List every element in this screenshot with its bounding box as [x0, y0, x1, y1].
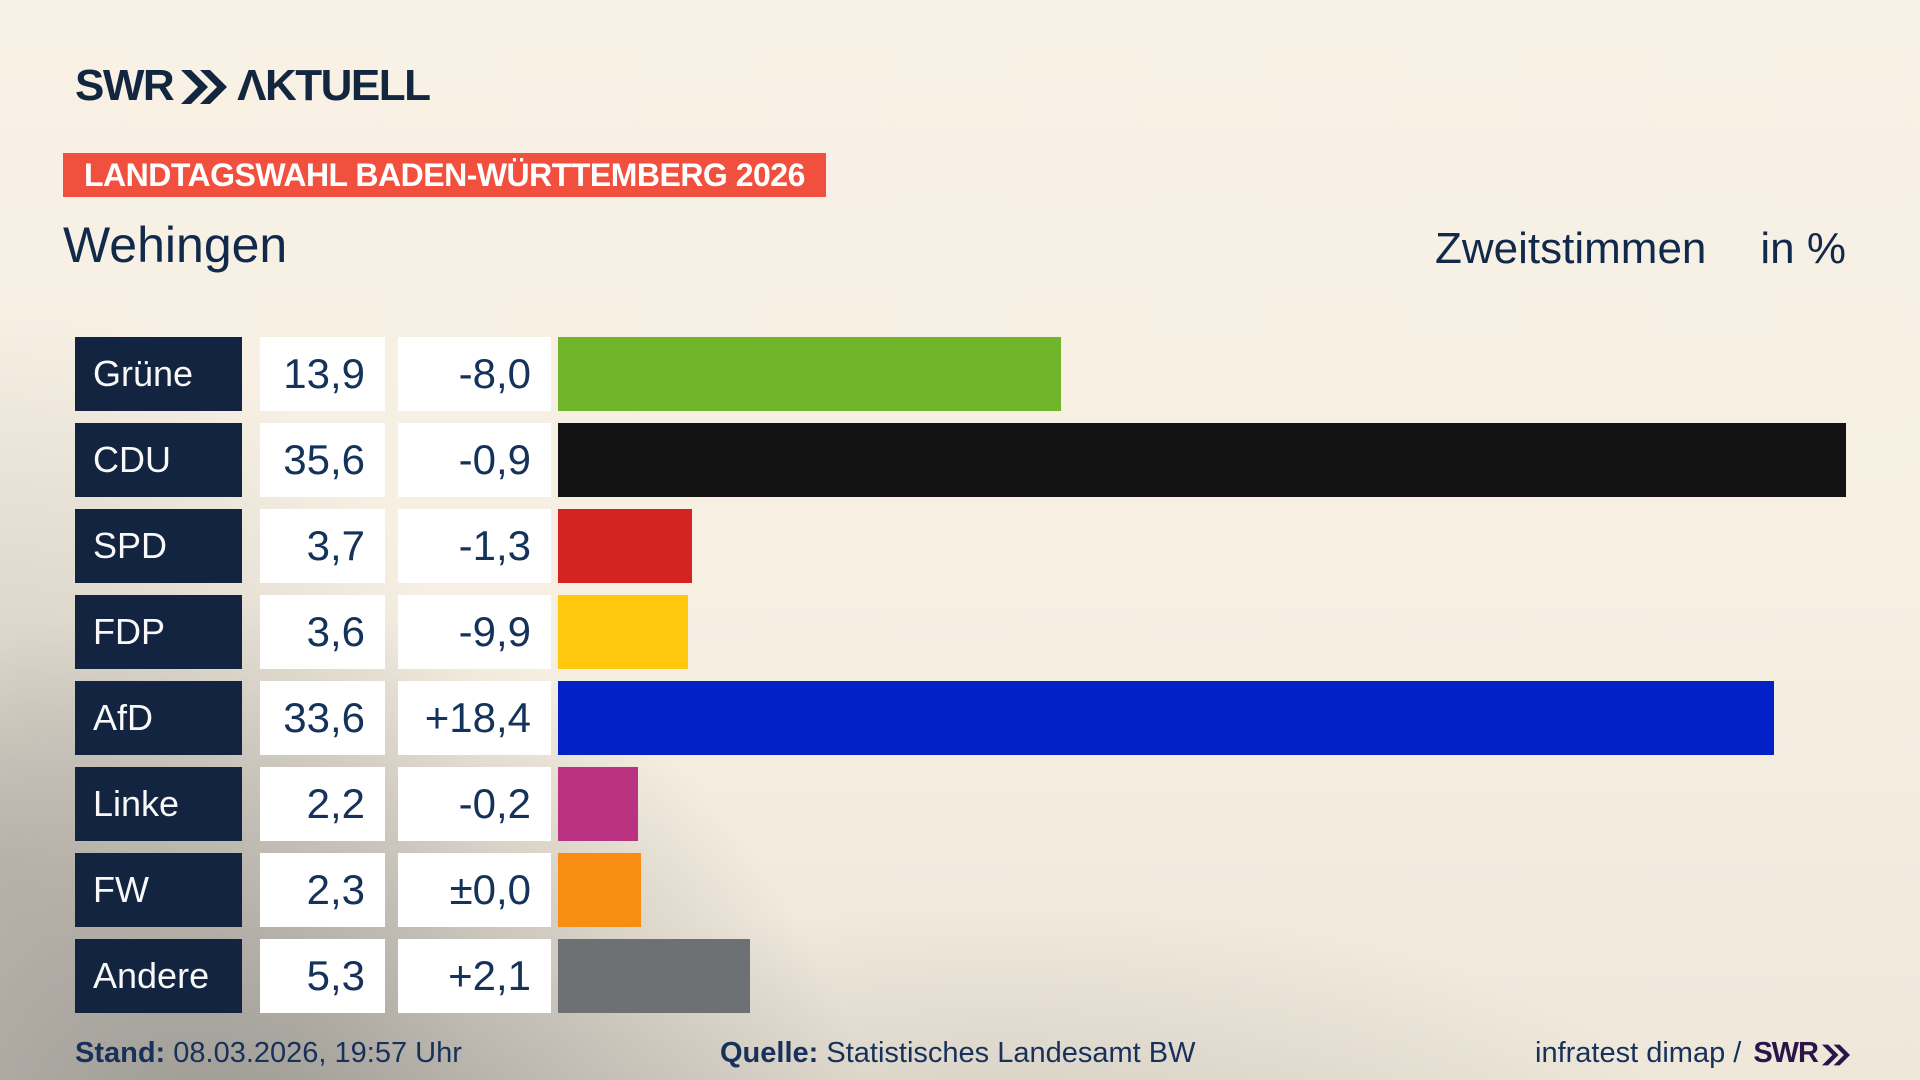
- party-bar: [558, 853, 642, 927]
- party-change: -9,9: [458, 608, 531, 655]
- party-change: -0,9: [458, 436, 531, 483]
- chart-row: FW 2,3 ±0,0: [75, 853, 1846, 927]
- party-label: FDP: [93, 611, 165, 652]
- party-label-box: SPD: [75, 509, 242, 583]
- party-change: -8,0: [458, 350, 531, 397]
- chart-row: SPD 3,7 -1,3: [75, 509, 1846, 583]
- party-label: FW: [93, 869, 149, 910]
- party-value: 3,7: [306, 522, 365, 569]
- party-value-box: 3,7: [260, 509, 385, 583]
- party-bar: [558, 595, 689, 669]
- party-change: ±0,0: [449, 866, 531, 913]
- party-change: +2,1: [448, 952, 531, 999]
- subtitle-unit: in %: [1760, 224, 1846, 273]
- bar-track: [558, 337, 1846, 411]
- party-value: 3,6: [306, 608, 365, 655]
- party-value-box: 13,9: [260, 337, 385, 411]
- bar-track: [558, 681, 1846, 755]
- bar-track: [558, 767, 1846, 841]
- credit-note: infratest dimap / SWR: [1535, 1037, 1850, 1070]
- party-label: AfD: [93, 697, 154, 738]
- bar-track: [558, 423, 1846, 497]
- party-value: 2,2: [306, 780, 365, 827]
- party-bar: [558, 681, 1774, 755]
- party-label-box: Andere: [75, 939, 242, 1013]
- party-change-box: -8,0: [398, 337, 551, 411]
- party-label: Linke: [93, 783, 180, 824]
- election-banner: LANDTAGSWAHL BADEN-WÜRTTEMBERG 2026: [63, 153, 826, 197]
- chart-row: CDU 35,6 -0,9: [75, 423, 1846, 497]
- party-value: 35,6: [283, 436, 365, 483]
- party-change-box: -0,2: [398, 767, 551, 841]
- party-value-box: 3,6: [260, 595, 385, 669]
- stand-label: Stand:: [75, 1037, 166, 1069]
- swr-footer-logo-text: SWR: [1753, 1037, 1819, 1069]
- party-change-box: +18,4: [398, 681, 551, 755]
- party-value: 13,9: [283, 350, 365, 397]
- party-label: CDU: [93, 439, 171, 480]
- party-change: -0,2: [458, 780, 531, 827]
- party-bar: [558, 939, 750, 1013]
- party-change: +18,4: [424, 694, 531, 741]
- party-label-box: Grüne: [75, 337, 242, 411]
- party-bar: [558, 767, 638, 841]
- double-chevron-icon: [1822, 1044, 1850, 1066]
- party-change-box: -9,9: [398, 595, 551, 669]
- party-change-box: ±0,0: [398, 853, 551, 927]
- bar-track: [558, 939, 1846, 1013]
- swr-logo-text: SWR: [75, 61, 175, 110]
- party-change-box: -0,9: [398, 423, 551, 497]
- party-label-box: AfD: [75, 681, 242, 755]
- party-label: Andere: [93, 955, 210, 996]
- party-bar: [558, 509, 692, 583]
- party-label: SPD: [93, 525, 168, 566]
- party-label-box: FW: [75, 853, 242, 927]
- bar-track: [558, 853, 1846, 927]
- party-label-box: Linke: [75, 767, 242, 841]
- party-value-box: 5,3: [260, 939, 385, 1013]
- party-label-box: CDU: [75, 423, 242, 497]
- swr-footer-logo: SWR: [1753, 1037, 1850, 1070]
- party-value: 5,3: [306, 952, 365, 999]
- party-change: -1,3: [458, 522, 531, 569]
- chart-row: Linke 2,2 -0,2: [75, 767, 1846, 841]
- party-label: Grüne: [93, 353, 194, 394]
- chart-subtitle: Zweitstimmen in %: [1435, 227, 1846, 271]
- party-value-box: 33,6: [260, 681, 385, 755]
- chart-row: Andere 5,3 +2,1: [75, 939, 1846, 1013]
- bar-track: [558, 595, 1846, 669]
- party-value: 33,6: [283, 694, 365, 741]
- quelle-label: Quelle:: [720, 1037, 819, 1069]
- chart-rows: Grüne 13,9 -8,0 CDU 35,6 -0,9 SPD 3,7: [75, 337, 1846, 1013]
- source-note: Quelle: Statistisches Landesamt BW: [720, 1037, 1195, 1070]
- stand-value: 08.03.2026, 19:57 Uhr: [173, 1037, 462, 1069]
- chart-row: AfD 33,6 +18,4: [75, 681, 1846, 755]
- bar-track: [558, 509, 1846, 583]
- status-timestamp: Stand: 08.03.2026, 19:57 Uhr: [75, 1037, 462, 1070]
- page-title: Wehingen: [63, 217, 288, 273]
- chart-row: Grüne 13,9 -8,0: [75, 337, 1846, 411]
- party-change-box: -1,3: [398, 509, 551, 583]
- party-bar: [558, 423, 1846, 497]
- quelle-value: Statistisches Landesamt BW: [826, 1037, 1196, 1069]
- party-value-box: 2,2: [260, 767, 385, 841]
- subtitle-measure: Zweitstimmen: [1435, 224, 1707, 273]
- party-change-box: +2,1: [398, 939, 551, 1013]
- chart-row: FDP 3,6 -9,9: [75, 595, 1846, 669]
- party-label-box: FDP: [75, 595, 242, 669]
- credit-text: infratest dimap /: [1535, 1037, 1742, 1069]
- party-value-box: 2,3: [260, 853, 385, 927]
- results-bar-chart: Grüne 13,9 -8,0 CDU 35,6 -0,9 SPD 3,7: [75, 337, 1846, 1025]
- party-value: 2,3: [306, 866, 365, 913]
- double-chevron-icon: [181, 70, 228, 104]
- swr-aktuell-logo: SWR ΛKTUELL: [75, 61, 431, 110]
- party-value-box: 35,6: [260, 423, 385, 497]
- aktuell-logo-text: ΛKTUELL: [237, 61, 431, 110]
- party-bar: [558, 337, 1061, 411]
